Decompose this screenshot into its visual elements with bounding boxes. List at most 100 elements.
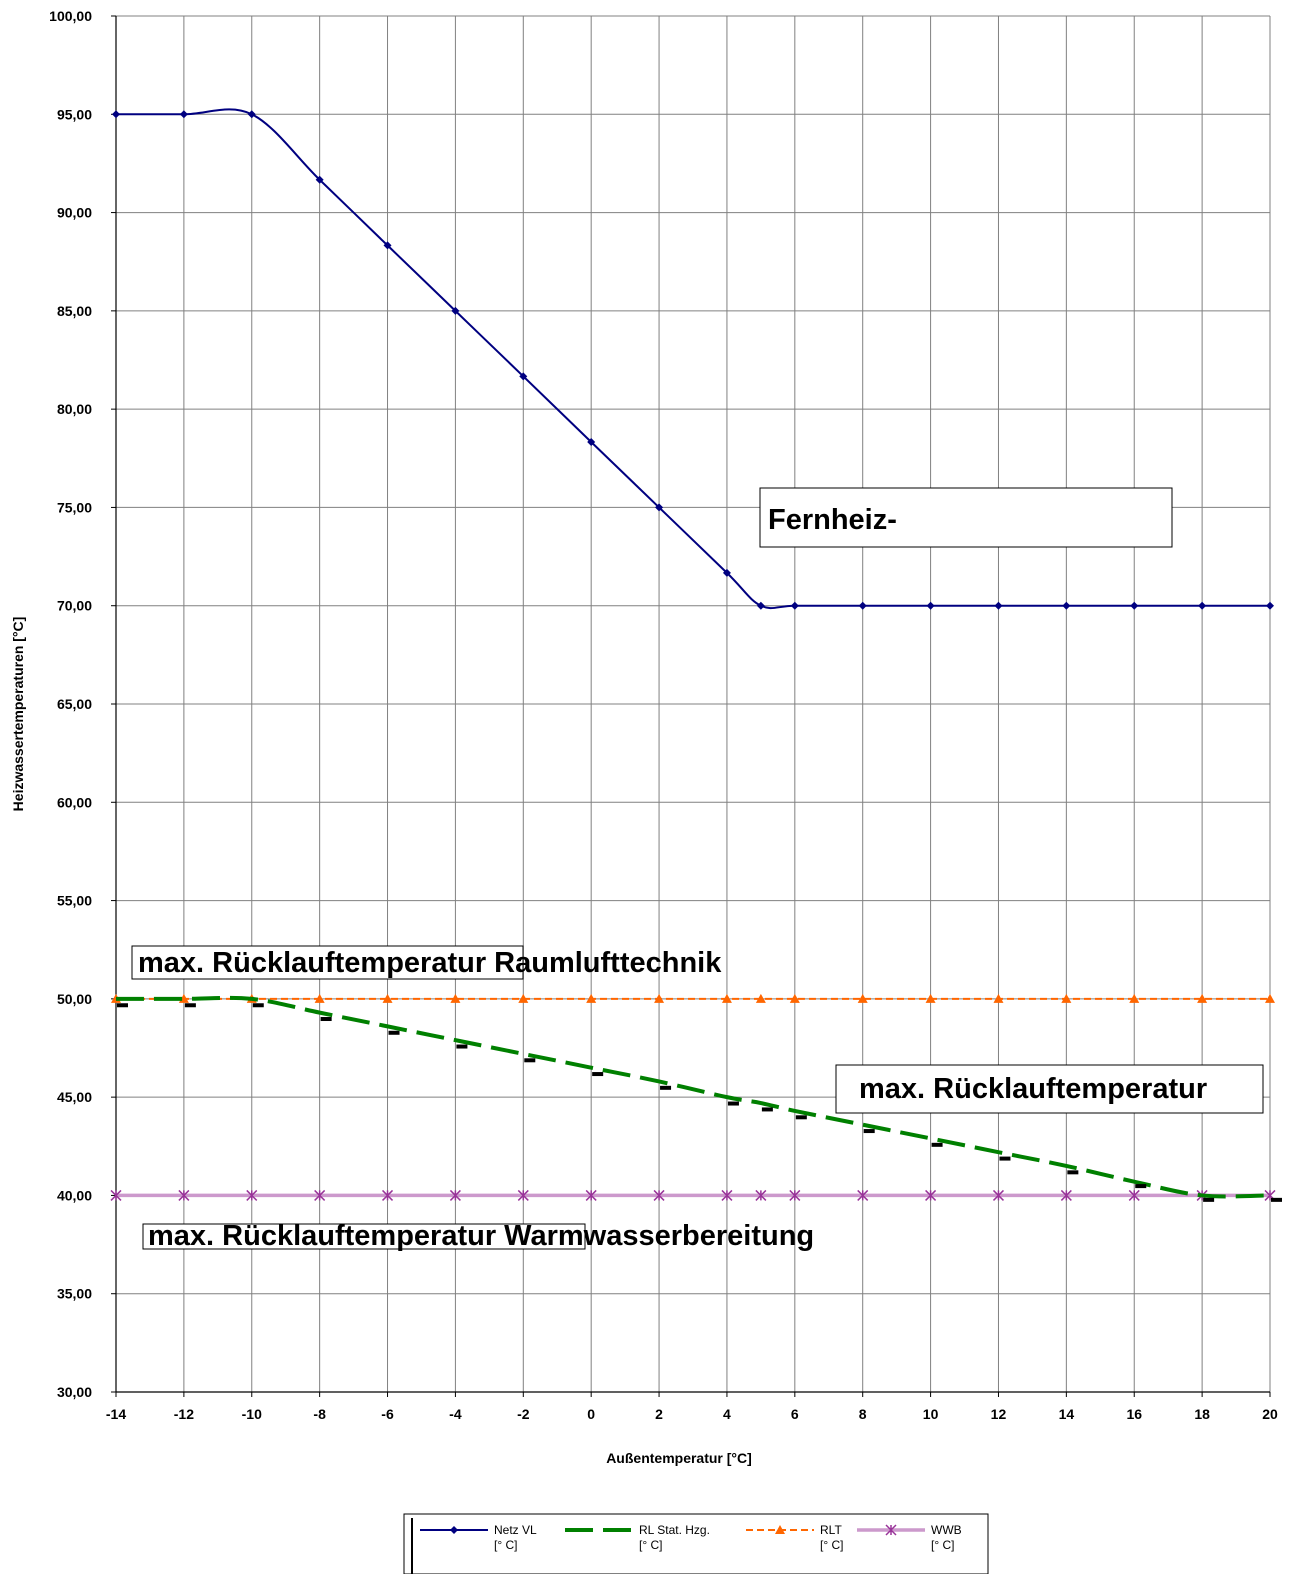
data-point (585, 1189, 597, 1201)
data-point (1265, 993, 1275, 1003)
data-point (178, 1189, 190, 1201)
x-tick-label: 14 (1059, 1406, 1075, 1422)
data-point (857, 1189, 869, 1201)
x-tick-label: 18 (1194, 1406, 1210, 1422)
x-tick-label: 16 (1126, 1406, 1142, 1422)
data-point (755, 1189, 767, 1201)
data-point (863, 1129, 875, 1134)
series-netz-vl (112, 108, 1274, 610)
data-point (587, 437, 596, 446)
y-tick-label: 95,00 (57, 106, 92, 122)
legend-label: WWB (931, 1523, 962, 1537)
data-point (592, 1072, 604, 1077)
data-point (654, 993, 665, 1003)
data-point (992, 1189, 1005, 1201)
data-point (790, 601, 799, 610)
data-point (858, 601, 867, 610)
legend-unit: [° C] (931, 1538, 954, 1552)
x-tick-label: -2 (517, 1406, 530, 1422)
legend-label: RL Stat. Hzg. (639, 1523, 710, 1537)
data-point (314, 1189, 326, 1201)
series-rlt (111, 993, 1275, 1003)
legend-box (403, 1513, 989, 1574)
data-point (117, 1003, 128, 1008)
x-tick-label: -10 (242, 1406, 262, 1422)
data-point (320, 1017, 332, 1022)
data-point (314, 993, 325, 1003)
data-point (252, 1003, 264, 1008)
x-tick-label: 0 (587, 1406, 595, 1422)
data-point (755, 993, 766, 1003)
data-point (653, 1189, 665, 1201)
annotation-text: Fernheiz- (768, 504, 897, 536)
y-tick-label: 60,00 (57, 794, 92, 810)
data-point (1062, 601, 1071, 610)
annotation-text: max. Rücklauftemperatur Warmwasserbereit… (148, 1220, 814, 1252)
data-point (931, 1142, 943, 1147)
data-point (1198, 601, 1207, 610)
data-point (756, 601, 765, 610)
x-tick-label: -14 (106, 1406, 126, 1422)
data-point (655, 503, 664, 512)
data-point (1128, 1189, 1140, 1201)
data-point (112, 110, 120, 119)
data-point (925, 1189, 937, 1201)
data-point (315, 175, 324, 184)
series-line (116, 995, 1271, 1199)
legend-marker-wwb (885, 1524, 897, 1536)
data-point (761, 1107, 773, 1112)
data-point (789, 993, 800, 1003)
data-point (450, 993, 461, 1003)
y-tick-label: 35,00 (57, 1286, 92, 1302)
x-tick-label: -8 (313, 1406, 326, 1422)
data-point (382, 993, 393, 1003)
data-point (456, 1044, 468, 1049)
legend-marker-netz-vl (450, 1526, 458, 1534)
data-point (1060, 1189, 1072, 1201)
data-point (586, 993, 597, 1003)
x-tick-label: 8 (859, 1406, 867, 1422)
y-tick-label: 50,00 (57, 991, 92, 1007)
y-tick-label: 70,00 (57, 598, 92, 614)
data-point (247, 110, 256, 119)
data-point (994, 601, 1003, 610)
annotation-box (759, 487, 1173, 548)
data-point (1203, 1197, 1215, 1202)
annotation-box (131, 945, 524, 980)
data-point (721, 993, 732, 1003)
legend-unit: [° C] (494, 1538, 517, 1552)
axes: -14 -12 -10 -8 -6 -4 -2 0 2 4 6 8 10 12 14 16 18 20 30,00 3… (10, 8, 1278, 1466)
x-axis-title: Außentemperatur [°C] (606, 1450, 752, 1466)
data-point (789, 1189, 801, 1201)
series-layer (110, 108, 1282, 1202)
series-wwb (110, 1189, 1276, 1201)
data-point (1129, 993, 1140, 1003)
data-point (451, 306, 460, 315)
y-tick-label: 90,00 (57, 205, 92, 221)
y-tick-label: 75,00 (57, 499, 92, 515)
data-point (926, 601, 935, 610)
y-axis-title: Heizwassertemperaturen [°C] (10, 617, 26, 812)
data-point (449, 1189, 461, 1201)
legend-unit: [° C] (820, 1538, 843, 1552)
data-point (1061, 993, 1072, 1003)
y-tick-label: 65,00 (57, 696, 92, 712)
annotation-text: max. Rücklauftemperatur Raumlufttechnik (138, 947, 722, 979)
x-tick-label: 12 (991, 1406, 1007, 1422)
x-tick-label: 20 (1262, 1406, 1278, 1422)
y-tick-label: 30,00 (57, 1384, 92, 1400)
data-point (110, 1189, 122, 1201)
data-point (1271, 1197, 1282, 1202)
annotation-box (142, 1223, 586, 1250)
data-point (517, 1189, 529, 1201)
data-point (925, 993, 936, 1003)
x-tick-label: 4 (723, 1406, 731, 1422)
y-tick-label: 85,00 (57, 303, 92, 319)
annotations: Fernheiz-max. Rücklauftemperatur Raumluf… (131, 487, 1264, 1252)
data-point (857, 993, 868, 1003)
y-tick-label: 45,00 (57, 1089, 92, 1105)
data-point (246, 1189, 258, 1201)
data-point (721, 1189, 733, 1201)
data-point (388, 1030, 400, 1035)
